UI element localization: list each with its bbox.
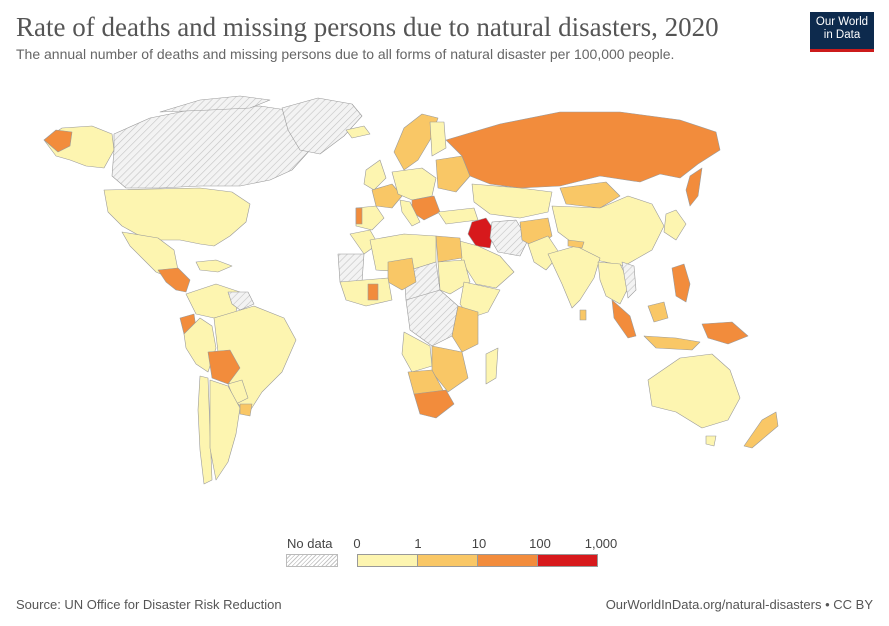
region-central-europe[interactable] — [391, 167, 437, 201]
region-usa[interactable] — [103, 187, 251, 247]
region-france[interactable] — [371, 183, 403, 209]
region-portugal[interactable] — [355, 207, 363, 225]
region-angola[interactable] — [401, 331, 433, 373]
region-iraq[interactable] — [467, 217, 495, 249]
region-bolivia[interactable] — [207, 349, 241, 385]
credit-link[interactable]: OurWorldInData.org/natural-disasters • C… — [605, 597, 873, 612]
region-mongolia[interactable] — [559, 181, 621, 209]
region-vietnam[interactable] — [621, 261, 637, 299]
legend-bin-10-100[interactable] — [477, 554, 538, 567]
region-central-america[interactable] — [157, 267, 191, 293]
region-new-zealand[interactable] — [743, 411, 779, 449]
logo-line-2: in Data — [823, 29, 861, 41]
region-chile[interactable] — [197, 375, 213, 485]
legend-nodata-label: No data — [287, 536, 333, 551]
legend-tick-1: 1 — [414, 536, 422, 551]
legend-tick-100: 100 — [529, 536, 551, 551]
region-south-africa[interactable] — [413, 389, 455, 419]
legend-tick-10: 10 — [471, 536, 487, 551]
region-finland[interactable] — [429, 121, 447, 157]
owid-logo[interactable]: Our World in Data — [810, 12, 874, 52]
legend-bin-0-1[interactable] — [357, 554, 418, 567]
region-greenland[interactable] — [281, 97, 363, 155]
region-indonesia[interactable] — [643, 335, 701, 351]
region-arctic-islands[interactable] — [159, 95, 271, 113]
region-kazakhstan[interactable] — [471, 183, 553, 219]
region-turkey[interactable] — [437, 207, 479, 225]
chart-title: Rate of deaths and missing persons due t… — [16, 12, 719, 42]
region-nepal[interactable] — [567, 239, 585, 249]
region-alaska-west-tip[interactable] — [43, 129, 73, 153]
region-papua[interactable] — [701, 321, 749, 345]
region-ghana[interactable] — [367, 283, 379, 301]
region-tasmania[interactable] — [705, 435, 717, 447]
region-kenya-tanzania[interactable] — [451, 305, 479, 353]
region-horn-of-africa[interactable] — [459, 281, 501, 319]
source-note: Source: UN Office for Disaster Risk Redu… — [16, 597, 282, 612]
region-russia[interactable] — [445, 111, 721, 189]
region-italy[interactable] — [399, 199, 421, 227]
region-argentina[interactable] — [209, 379, 241, 481]
region-malaysia[interactable] — [647, 301, 669, 323]
region-zambia-mozambique[interactable] — [431, 345, 469, 393]
region-kamchatka[interactable] — [685, 167, 703, 207]
legend-bin-100-1000[interactable] — [537, 554, 598, 567]
region-sumatra[interactable] — [611, 299, 637, 339]
region-sudan[interactable] — [437, 259, 471, 295]
region-australia[interactable] — [647, 353, 741, 429]
region-uruguay[interactable] — [239, 403, 253, 417]
region-west-sahara[interactable] — [337, 253, 365, 283]
region-sri-lanka[interactable] — [579, 309, 587, 321]
region-korea-japan[interactable] — [663, 209, 687, 241]
legend-bin-1-10[interactable] — [417, 554, 478, 567]
logo-line-1: Our World — [815, 16, 869, 28]
region-west-africa[interactable] — [339, 277, 393, 307]
region-india[interactable] — [547, 245, 601, 309]
chart-subtitle: The annual number of deaths and missing … — [16, 46, 675, 62]
region-madagascar[interactable] — [485, 347, 499, 385]
world-map — [43, 95, 779, 485]
region-philippines[interactable] — [671, 263, 691, 303]
legend-tick-0: 0 — [353, 536, 361, 551]
region-guyanas[interactable] — [227, 291, 255, 311]
region-eastern-europe[interactable] — [435, 155, 471, 193]
region-iran[interactable] — [489, 219, 529, 257]
region-iceland[interactable] — [345, 125, 371, 139]
region-caribbean[interactable] — [195, 259, 233, 273]
legend-bins — [357, 554, 598, 567]
region-egypt[interactable] — [435, 235, 463, 263]
region-southeast-asia[interactable] — [597, 261, 631, 305]
map-legend: No data 0 1 10 100 1,000 — [0, 530, 889, 575]
region-uk-ireland[interactable] — [363, 159, 387, 191]
legend-nodata-swatch[interactable] — [286, 554, 338, 567]
legend-tick-1000: 1,000 — [584, 536, 618, 551]
